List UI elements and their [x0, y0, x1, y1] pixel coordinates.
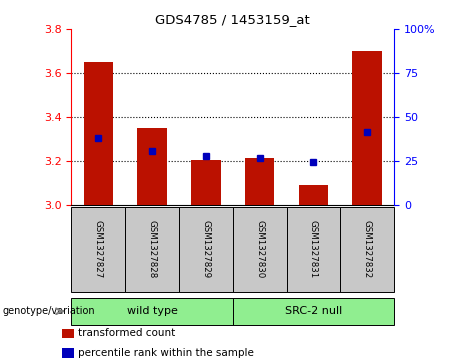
Bar	[299, 185, 328, 205]
Bar	[191, 160, 221, 205]
Text: SRC-2 null: SRC-2 null	[285, 306, 342, 316]
Bar	[353, 51, 382, 205]
Text: GSM1327832: GSM1327832	[363, 220, 372, 279]
Text: GSM1327831: GSM1327831	[309, 220, 318, 279]
Text: percentile rank within the sample: percentile rank within the sample	[78, 348, 254, 358]
Title: GDS4785 / 1453159_at: GDS4785 / 1453159_at	[155, 13, 310, 26]
Text: GSM1327830: GSM1327830	[255, 220, 264, 279]
Text: GSM1327829: GSM1327829	[201, 220, 210, 279]
Text: GSM1327828: GSM1327828	[148, 220, 157, 279]
Text: wild type: wild type	[127, 306, 177, 316]
Text: GSM1327827: GSM1327827	[94, 220, 103, 279]
Bar	[83, 62, 113, 205]
Bar	[137, 128, 167, 205]
Bar	[245, 158, 274, 205]
Text: transformed count: transformed count	[78, 328, 176, 338]
Text: genotype/variation: genotype/variation	[2, 306, 95, 316]
